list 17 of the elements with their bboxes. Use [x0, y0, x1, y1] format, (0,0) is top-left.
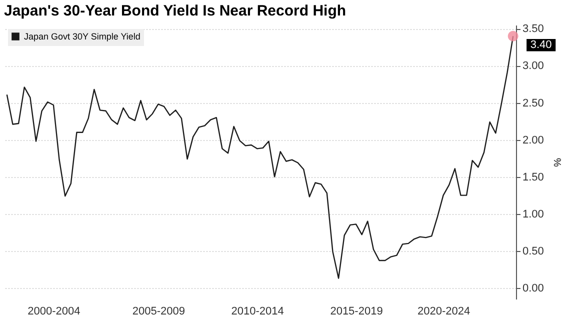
y-tick-label: 0.50 — [522, 245, 544, 258]
text: 3.40 — [530, 39, 552, 52]
x-tick-label: 2010-2014 — [231, 306, 284, 318]
x-tick-label: 2005-2009 — [132, 306, 185, 318]
y-tick-label: 1.00 — [522, 208, 544, 220]
x-tick-label: 2015-2019 — [330, 306, 383, 318]
y-tick-label: 3.00 — [522, 60, 544, 72]
x-tick-label: 2000-2004 — [28, 306, 80, 318]
chart-title: Japan's 30-Year Bond Yield Is Near Record High — [4, 2, 346, 20]
x-tick-label: 2020-2024 — [417, 306, 470, 318]
y-tick-label: 3.50 — [522, 23, 544, 36]
legend-label: Japan Govt 30Y Simple Yield — [24, 32, 140, 42]
y-tick-label: 1.50 — [522, 171, 544, 184]
y-tick-label: 2.00 — [522, 134, 544, 146]
y-tick-label: 0.00 — [522, 282, 544, 294]
y-axis-title: % — [550, 158, 562, 168]
y-tick-label: 2.50 — [522, 97, 544, 110]
